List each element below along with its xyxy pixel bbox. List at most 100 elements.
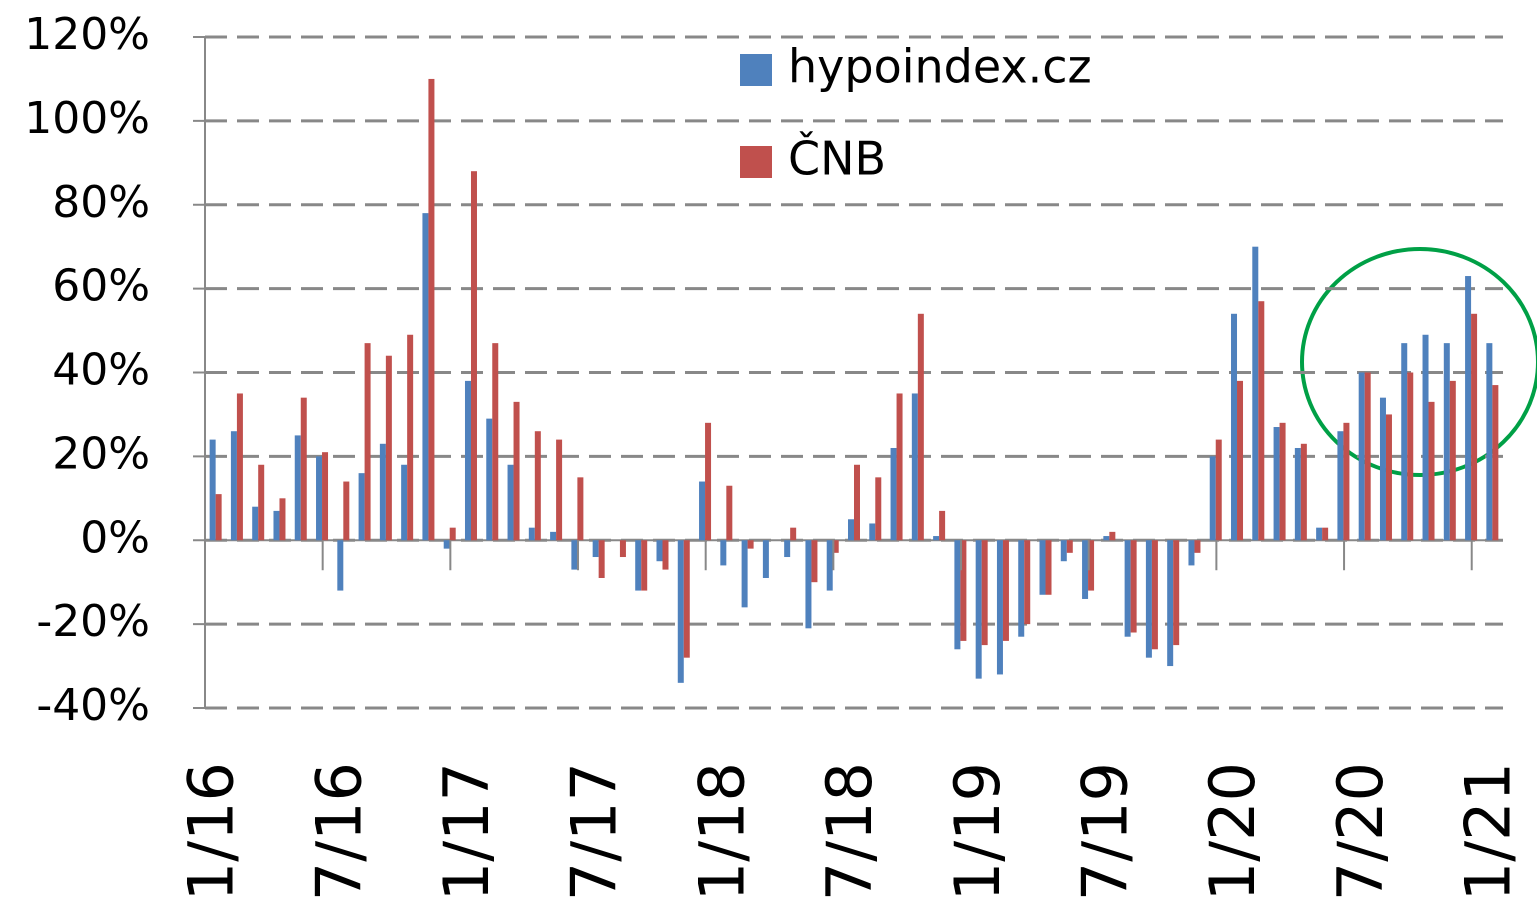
bar	[699, 481, 706, 541]
x-tick-label: 7/18	[813, 762, 886, 901]
y-tick-label: 20%	[52, 428, 150, 479]
bar	[401, 464, 408, 541]
bar	[890, 447, 897, 541]
bar	[917, 313, 924, 541]
bar	[1167, 540, 1174, 667]
bar	[428, 78, 435, 541]
x-tick-label: 1/18	[685, 762, 758, 901]
bar	[534, 431, 541, 541]
y-tick-label: 120%	[24, 9, 150, 60]
bar	[1364, 372, 1371, 541]
bar	[1109, 531, 1116, 541]
y-tick-label: 80%	[52, 177, 150, 228]
bar	[1343, 422, 1350, 541]
y-tick-label: 100%	[24, 93, 150, 144]
bar	[385, 355, 392, 541]
bar	[1024, 540, 1031, 625]
bar	[1337, 431, 1344, 541]
bar	[869, 523, 876, 541]
bar	[364, 343, 371, 541]
y-tick-label: 40%	[52, 345, 150, 396]
x-tick-label: 1/20	[1196, 762, 1269, 901]
bar	[1379, 397, 1386, 541]
bar	[1215, 439, 1222, 541]
bar	[358, 473, 365, 541]
bar	[1194, 540, 1201, 553]
bar	[683, 540, 690, 658]
bar	[875, 477, 882, 541]
legend-swatch	[740, 146, 772, 178]
bar	[896, 393, 903, 541]
bar	[209, 439, 216, 541]
bar	[981, 540, 988, 646]
bar	[470, 171, 477, 541]
bar	[294, 435, 301, 541]
bar	[720, 540, 727, 566]
bar	[528, 527, 535, 541]
bar	[1401, 343, 1408, 541]
bar	[1060, 540, 1067, 562]
bar	[939, 510, 946, 541]
bar	[1124, 540, 1131, 637]
bar	[1465, 276, 1472, 541]
bar	[705, 422, 712, 541]
y-tick-label: 60%	[52, 261, 150, 312]
bar	[1322, 527, 1329, 541]
legend-label: hypoindex.cz	[788, 40, 1092, 94]
bar	[805, 540, 812, 629]
bar	[1151, 540, 1158, 650]
bar	[1045, 540, 1052, 595]
bar	[911, 393, 918, 541]
bar	[1252, 246, 1259, 541]
bar	[1422, 334, 1429, 541]
bar	[1358, 372, 1365, 541]
bar	[1385, 414, 1392, 541]
bar	[513, 401, 520, 541]
bar	[1407, 372, 1414, 541]
bar	[1066, 540, 1073, 553]
bar	[215, 494, 222, 541]
bar	[492, 343, 499, 541]
bar	[252, 506, 259, 541]
bar	[322, 452, 329, 541]
bar	[1088, 540, 1095, 591]
bar	[790, 527, 797, 541]
bar	[407, 334, 414, 541]
bar	[1449, 380, 1456, 541]
bar	[619, 540, 626, 558]
bar	[656, 540, 663, 562]
x-tick-label: 7/19	[1068, 762, 1141, 901]
bar	[954, 540, 961, 650]
x-tick-label: 1/19	[941, 762, 1014, 901]
legend-label: ČNB	[788, 131, 886, 186]
bar	[556, 439, 563, 541]
bar	[848, 519, 854, 541]
y-tick-label: -40%	[36, 680, 150, 731]
bar	[273, 510, 280, 541]
bar	[577, 477, 584, 541]
bar	[1145, 540, 1152, 658]
bar	[1316, 527, 1323, 541]
x-tick-label: 7/20	[1324, 762, 1397, 901]
bar	[960, 540, 967, 641]
bar	[975, 540, 982, 679]
bar	[1428, 401, 1435, 541]
bar	[443, 540, 450, 549]
bar	[635, 540, 642, 591]
bar	[1018, 540, 1025, 637]
bar	[1294, 447, 1301, 541]
bar	[662, 540, 669, 570]
bar	[300, 397, 307, 541]
bar	[1443, 343, 1450, 541]
bar	[422, 213, 429, 541]
highlight-circle	[1300, 247, 1537, 477]
bar	[1002, 540, 1009, 641]
bar	[741, 540, 748, 608]
bar	[1471, 313, 1478, 541]
bar	[258, 464, 265, 541]
x-tick-label: 7/17	[558, 762, 631, 901]
bar	[486, 418, 493, 541]
bar	[571, 540, 578, 570]
bar	[1130, 540, 1137, 633]
